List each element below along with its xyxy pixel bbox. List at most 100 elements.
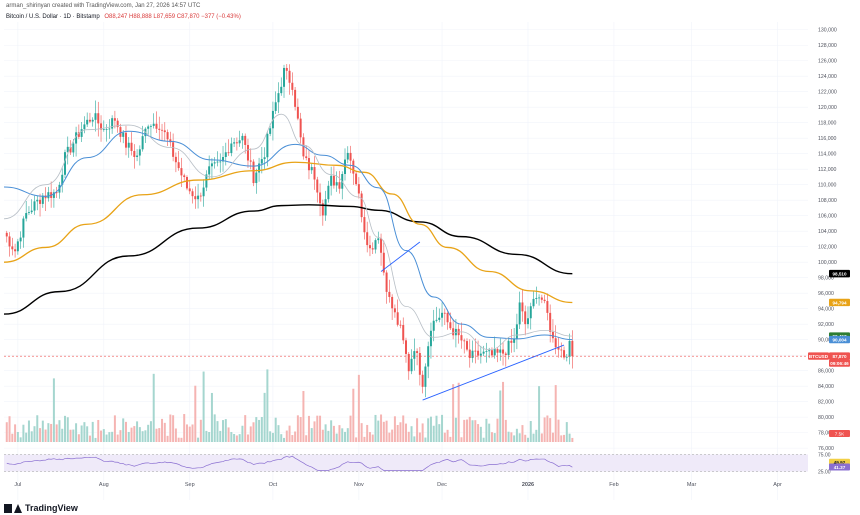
candle-body [30,210,33,213]
volume-bars [5,369,574,442]
volume-bar [80,425,83,442]
candle-body [194,196,197,200]
candle-body [441,312,444,318]
volume-bar [496,418,499,442]
volume-bar [288,425,291,442]
candle-body [399,324,402,326]
rsi-tick-label: 25.00 [818,470,831,476]
volume-bar [532,433,535,442]
volume-bar [16,431,19,442]
price-tick-label: 112,000 [818,167,836,173]
volume-bar [55,424,58,442]
candle-body [244,135,247,145]
candle-body [219,161,222,163]
candle-body [94,113,97,120]
candle-body [449,322,452,329]
volume-bar [180,437,183,442]
volume-bar [385,420,388,442]
candle-body [61,174,64,185]
time-tick-label: Feb [609,482,618,488]
time-tick-label: Oct [269,482,278,488]
volume-bar [307,415,310,442]
candle-body [113,118,116,121]
candle-body [105,129,108,130]
time-tick-label: Nov [354,482,364,488]
candle-body [86,119,89,125]
volume-bar [88,435,91,442]
candle-body [479,353,482,356]
volume-bar [133,426,136,442]
candle-body [410,358,413,372]
price-tick-label: 84,000 [818,384,834,390]
volume-bar [260,417,263,442]
candle-body [149,125,152,127]
candle-body [283,67,286,87]
candle-body [368,245,371,249]
ma-line-ma100 [3,161,573,304]
volume-bar [371,434,374,442]
candle-body [210,163,213,167]
candle-body [493,349,496,356]
candle-body [477,350,480,356]
volume-bar [349,415,352,442]
candle-body [197,195,200,200]
volume-bar [169,414,172,442]
candle-body [360,193,363,218]
candle-body [352,160,355,174]
volume-bar [119,430,122,442]
candle-body [488,350,491,352]
trendline [380,241,421,272]
time-tick-label: Dec [437,482,447,488]
volume-bar [357,374,360,442]
time-tick-label: Mar [687,482,697,488]
candle-body [549,312,552,332]
candle-body [19,237,22,242]
candle-body [161,129,164,131]
volume-bar [510,432,513,442]
volume-bar [230,431,233,442]
price-tick-label: 86,000 [818,369,834,375]
candle-body [321,203,324,216]
candle-body [55,192,58,194]
candle-body [88,119,91,122]
candle-body [316,179,319,193]
volume-bar [166,435,169,442]
price-badge-label: 09:06:46 [830,361,849,366]
volume-bar [241,425,244,442]
candle-body [208,166,211,175]
volume-bar [77,434,80,442]
volume-bar [86,426,89,442]
candle-body [108,128,111,130]
candle-body [235,142,238,144]
price-tick-label: 126,000 [818,59,837,65]
candle-body [391,296,394,309]
volume-bar [191,424,194,442]
volume-bar [258,419,261,442]
candle-body [435,319,438,321]
price-tick-label: 118,000 [818,121,836,127]
candle-body [274,102,277,111]
volume-bar [546,415,549,442]
tradingview-brand[interactable]: TradingView [4,503,78,513]
candle-body [471,350,474,358]
rsi-badge-label: 49.92 [834,460,846,465]
volume-bar [147,424,150,442]
volume-bar [130,427,133,442]
volume-bar [393,416,396,442]
candle-body [330,175,333,186]
candle-body [158,128,161,130]
candle-body [521,302,524,312]
price-tick-label: 124,000 [818,74,837,80]
tradingview-logo-icon [4,503,22,513]
candle-body [213,162,216,164]
volume-bar [507,431,510,442]
candle-body [526,318,529,325]
candle-body [504,353,507,355]
price-badge-label: 87,870 [832,354,846,359]
volume-bar [111,431,114,442]
candle-body [452,328,455,336]
symbol-name: Bitcoin / U.S. Dollar · 1D · Bitstamp [6,14,100,20]
candle-body [72,143,75,153]
volume-bar [374,414,377,442]
